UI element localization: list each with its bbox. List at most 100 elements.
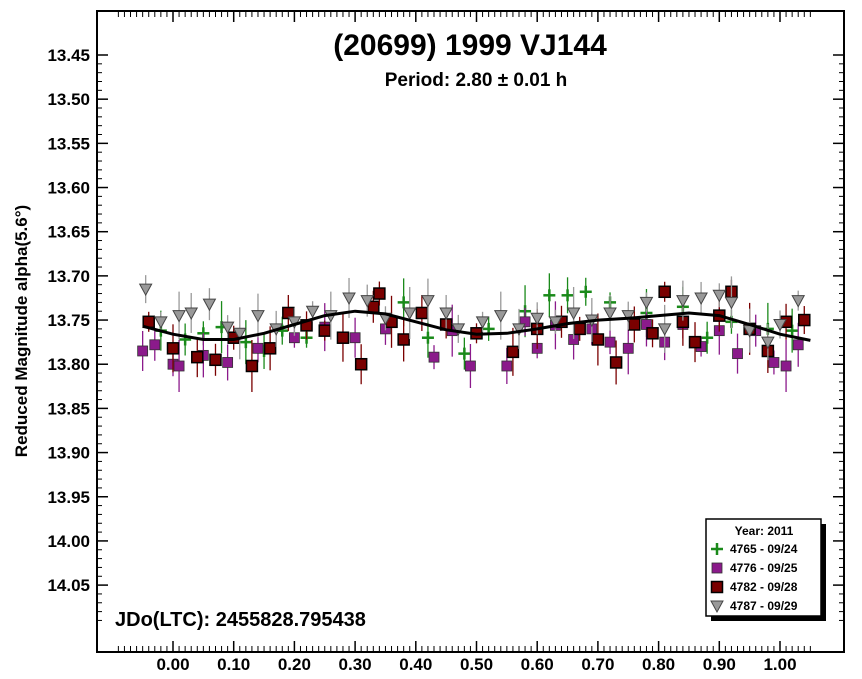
point-marker (172, 310, 186, 323)
point-marker (548, 316, 563, 329)
data-point (397, 317, 410, 362)
data-point (138, 275, 153, 304)
point-marker (251, 310, 265, 323)
data-point (475, 311, 490, 332)
point-marker (609, 356, 623, 369)
data-point (688, 322, 702, 363)
y-tick-label: 13.70 (47, 267, 90, 286)
point-marker (397, 333, 410, 346)
legend-entry: 4776 - 09/25 (711, 561, 798, 575)
chart-title: (20699) 1999 VJ144 (333, 29, 607, 62)
y-axis-ticks: 13.45 13.50 13.55 13.60 13.65 13.70 13.75 13.80… (47, 46, 844, 621)
x-axis-ticks: 0.00 0.10 0.20 0.30 0.40 0.50 0.60 0.70 0.80 0.90… (117, 11, 811, 674)
data-point (245, 339, 259, 392)
point-marker (604, 336, 616, 348)
data-point (421, 278, 435, 323)
point-marker (354, 357, 368, 371)
point-marker (639, 296, 654, 310)
point-marker (373, 287, 386, 300)
fit-curve (142, 309, 811, 342)
point-marker (780, 360, 792, 372)
y-axis-label: Reduced Magnitude alpha(5.6°) (12, 205, 31, 457)
legend-label: 4765 - 09/24 (730, 542, 798, 556)
data-point (137, 330, 149, 371)
data-point (658, 281, 671, 302)
legend-entry: 4787 - 09/29 (710, 599, 798, 614)
point-marker (512, 323, 526, 336)
legend-entry: 4782 - 09/28 (710, 580, 798, 594)
x-tick-label: 0.60 (521, 655, 554, 674)
point-marker (166, 342, 180, 355)
legend-entries: 4765 - 09/24 4776 - 09/25 4782 - 09/28 4787… (710, 542, 798, 614)
point-marker (657, 323, 672, 336)
data-point (506, 327, 520, 376)
point-marker (220, 321, 235, 335)
x-tick-label: 0.90 (703, 655, 736, 674)
point-marker (573, 322, 586, 336)
data-point (694, 281, 708, 314)
data-point (220, 315, 235, 340)
x-tick-label: 0.80 (642, 655, 675, 674)
point-marker (222, 357, 234, 368)
point-marker (622, 342, 634, 354)
point-marker (252, 342, 264, 354)
point-marker (506, 345, 520, 359)
data-point (579, 277, 592, 306)
point-marker (475, 316, 490, 329)
data-point (263, 326, 277, 371)
legend-marker (710, 600, 724, 614)
legend-label: 4776 - 09/25 (730, 561, 798, 575)
point-marker (591, 333, 605, 346)
data-point (428, 345, 440, 370)
data-point (566, 286, 581, 339)
data-point (609, 340, 623, 385)
data-point (780, 339, 792, 392)
y-tick-label: 13.55 (47, 134, 90, 153)
point-marker (336, 331, 350, 344)
point-marker (451, 323, 466, 336)
point-marker (732, 348, 743, 360)
y-tick-label: 13.80 (47, 355, 90, 374)
data-point (646, 319, 659, 348)
data-point (701, 321, 714, 354)
legend-label: 4787 - 09/29 (730, 599, 798, 613)
data-point (402, 286, 417, 339)
data-point (712, 283, 727, 308)
point-marker (402, 307, 417, 321)
point-marker (724, 296, 739, 310)
point-marker (694, 292, 708, 306)
data-point (493, 291, 508, 340)
data-layer (137, 273, 811, 392)
data-point (465, 343, 476, 388)
point-marker (658, 285, 671, 299)
point-marker (209, 353, 222, 367)
point-marker (349, 332, 361, 344)
data-point (252, 334, 264, 363)
point-marker (360, 295, 375, 308)
y-tick-label: 13.95 (47, 488, 90, 507)
legend-title: Year: 2011 (735, 524, 794, 538)
point-marker (566, 307, 581, 321)
point-marker (798, 313, 811, 327)
point-marker (439, 307, 453, 321)
data-point (439, 294, 453, 331)
point-marker (501, 360, 513, 372)
point-marker (184, 307, 199, 321)
point-marker (305, 305, 320, 319)
point-marker (519, 316, 531, 328)
data-point (458, 337, 471, 370)
data-point (561, 277, 574, 314)
y-tick-label: 14.05 (47, 576, 90, 595)
point-marker (768, 357, 780, 368)
data-point (172, 291, 186, 340)
point-marker (792, 339, 804, 351)
x-tick-label: 0.00 (156, 655, 189, 674)
data-point (603, 294, 617, 331)
legend-marker (710, 580, 724, 594)
data-point (798, 306, 811, 335)
y-tick-label: 13.65 (47, 223, 90, 242)
point-marker (676, 295, 690, 308)
y-tick-label: 13.75 (47, 311, 90, 330)
data-point (792, 322, 804, 367)
